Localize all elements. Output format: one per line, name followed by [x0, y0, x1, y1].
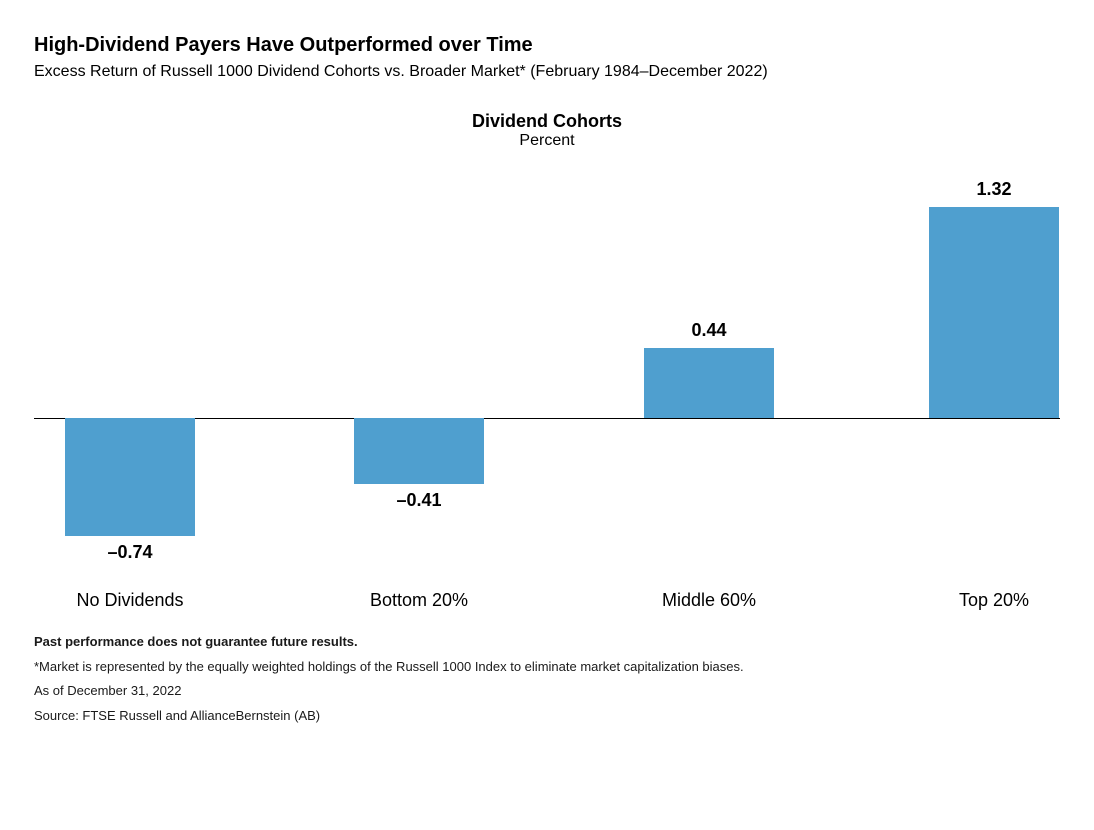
chart-category-label: Top 20%	[894, 590, 1094, 611]
footnote-asof: As of December 31, 2022	[34, 679, 1060, 704]
page-subtitle: Excess Return of Russell 1000 Dividend C…	[34, 63, 1060, 81]
chart-bar	[644, 348, 774, 418]
chart-category-label: Middle 60%	[609, 590, 809, 611]
chart-category-label: Bottom 20%	[319, 590, 519, 611]
chart-unit: Percent	[34, 132, 1060, 150]
chart-bar-value: –0.74	[50, 542, 210, 563]
chart-bar-value: –0.41	[339, 490, 499, 511]
chart-bar-value: 1.32	[914, 179, 1074, 200]
footnote-market: *Market is represented by the equally we…	[34, 655, 1060, 680]
chart-area: –0.74No Dividends–0.41Bottom 20%0.44Midd…	[34, 170, 1060, 610]
footnote-source: Source: FTSE Russell and AllianceBernste…	[34, 704, 1060, 729]
page-title: High-Dividend Payers Have Outperformed o…	[34, 34, 1060, 57]
chart-bar	[929, 207, 1059, 418]
chart-title: Dividend Cohorts	[34, 111, 1060, 132]
chart-bar	[354, 418, 484, 484]
chart-header: Dividend Cohorts Percent	[34, 111, 1060, 150]
footnotes: Past performance does not guarantee futu…	[34, 630, 1060, 729]
footnote-disclaimer: Past performance does not guarantee futu…	[34, 630, 1060, 655]
chart-bar-value: 0.44	[629, 320, 789, 341]
chart-category-label: No Dividends	[30, 590, 230, 611]
chart-bar	[65, 418, 195, 536]
